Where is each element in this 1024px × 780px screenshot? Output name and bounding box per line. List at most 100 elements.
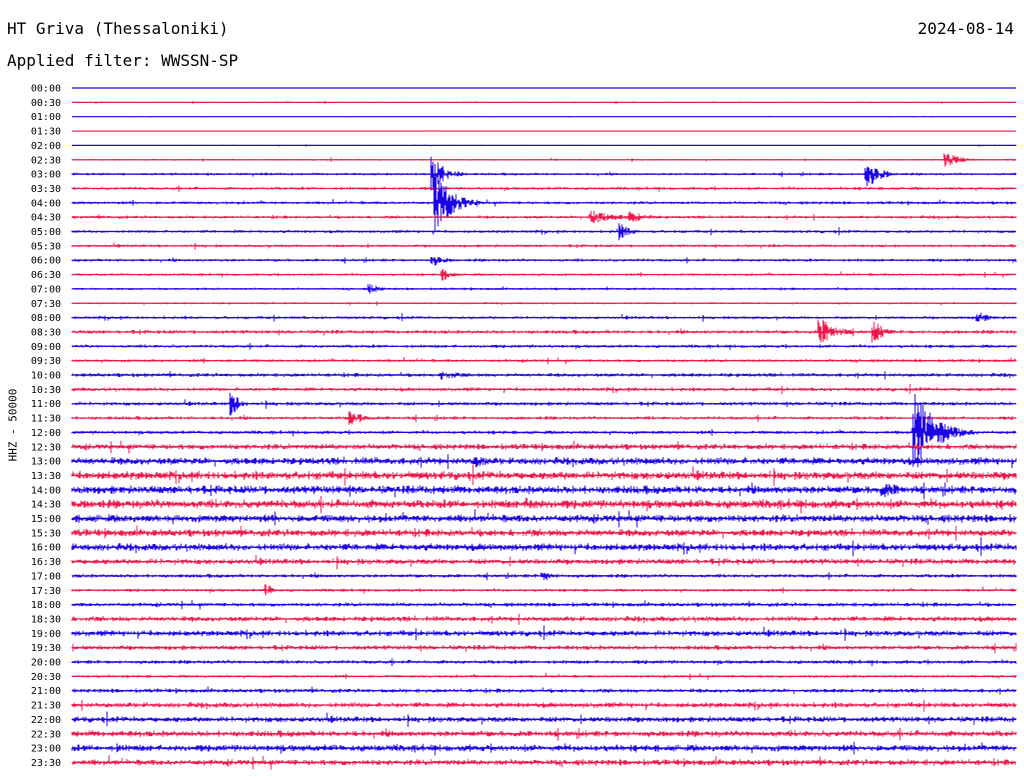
seismic-trace-row [71,672,1017,680]
station-title: HT Griva (Thessaloniki) [7,19,229,38]
row-time-label: 11:00 [31,399,61,410]
seismic-trace-row [71,174,1017,232]
seismic-trace-row [71,755,1017,770]
seismic-trace-row [71,572,1017,581]
seismic-trace-row [71,584,1017,596]
row-time-label: 02:00 [31,141,61,152]
row-time-label: 19:00 [31,629,61,640]
seismic-trace-row [71,454,1017,469]
seismic-trace-row [71,223,1017,241]
seismic-trace-row [71,613,1017,625]
row-time-label: 15:00 [31,514,61,525]
row-time-label: 00:30 [31,98,61,109]
seismic-trace-row [71,711,1017,727]
seismic-trace-row [71,343,1017,350]
date-label: 2024-08-14 [917,19,1014,38]
seismic-trace-row [71,741,1017,756]
row-time-label: 20:00 [31,658,61,669]
row-time-label: 13:00 [31,457,61,468]
seismic-trace-row [71,411,1017,425]
seismic-trace-row [71,464,1017,487]
seismic-trace-row [71,482,1017,500]
row-time-label: 01:30 [31,127,61,138]
seismic-trace-row [71,144,1017,147]
seismic-trace-row [71,242,1017,250]
seismic-trace-row [71,185,1017,192]
filter-label: Applied filter: WWSSN-SP [7,51,239,70]
row-time-label: 23:00 [31,744,61,755]
row-time-label: 01:00 [31,112,61,123]
row-time-label: 17:30 [31,586,61,597]
row-time-label: 00:00 [31,84,61,95]
row-time-label: 16:00 [31,543,61,554]
row-time-label: 23:30 [31,758,61,769]
seismic-trace-row [71,87,1017,89]
row-time-label: 22:30 [31,729,61,740]
row-time-label: 09:00 [31,342,61,353]
row-time-label: 03:00 [31,170,61,181]
seismic-trace-row [71,371,1017,380]
row-time-label: 14:00 [31,485,61,496]
seismic-trace-row [71,509,1017,528]
row-time-label: 21:00 [31,686,61,697]
row-time-label: 15:30 [31,528,61,539]
seismic-trace-row [71,284,1017,294]
seismic-trace-row [71,156,1017,191]
row-time-label: 10:00 [31,371,61,382]
seismic-trace-row [71,312,1017,322]
seismic-trace-row [71,440,1017,454]
row-time-label: 20:30 [31,672,61,683]
row-time-label: 05:30 [31,241,61,252]
seismic-trace-row [71,268,1017,281]
row-time-label: 08:00 [31,313,61,324]
row-time-label: 12:00 [31,428,61,439]
row-time-label: 02:30 [31,155,61,166]
seismic-trace-row [71,357,1017,365]
seismic-trace-row [71,727,1017,741]
seismic-trace-row [71,257,1017,266]
row-time-label: 06:00 [31,256,61,267]
row-time-label: 17:00 [31,571,61,582]
row-time-label: 05:00 [31,227,61,238]
row-time-label: 06:30 [31,270,61,281]
row-time-label: 21:30 [31,701,61,712]
seismic-trace-row [71,394,1017,468]
seismic-trace-row [71,301,1017,306]
row-time-label: 07:00 [31,284,61,295]
row-time-label: 12:30 [31,442,61,453]
seismic-trace-row [71,115,1017,118]
row-time-label: 04:30 [31,213,61,224]
seismic-trace-row [71,384,1017,395]
seismic-trace-row [71,643,1017,654]
row-time-label: 11:30 [31,414,61,425]
seismic-trace-row [71,537,1017,557]
seismic-trace-row [71,525,1017,541]
seismic-trace-row [71,686,1017,695]
row-time-label: 10:30 [31,385,61,396]
row-time-label: 19:30 [31,643,61,654]
row-time-label: 07:30 [31,299,61,310]
seismic-trace-row [71,319,1017,343]
seismic-trace-row [71,600,1017,610]
row-time-label: 18:00 [31,600,61,611]
row-time-label: 03:30 [31,184,61,195]
seismic-trace-row [71,700,1017,712]
seismic-trace-row [71,153,1017,167]
seismic-trace-row [71,496,1017,514]
seismic-trace-row [71,554,1017,570]
seismic-trace-row [71,658,1017,667]
seismic-trace-row [71,625,1017,641]
row-time-label: 16:30 [31,557,61,568]
row-time-label: 04:00 [31,198,61,209]
seismic-trace-row [71,101,1017,104]
row-time-label: 14:30 [31,500,61,511]
row-time-label: 08:30 [31,327,61,338]
seismic-trace-row [71,392,1017,416]
row-time-label: 09:30 [31,356,61,367]
seismic-trace-row [71,130,1017,132]
row-time-label: 13:30 [31,471,61,482]
seismic-trace-row [71,210,1017,224]
row-time-label: 18:30 [31,614,61,625]
